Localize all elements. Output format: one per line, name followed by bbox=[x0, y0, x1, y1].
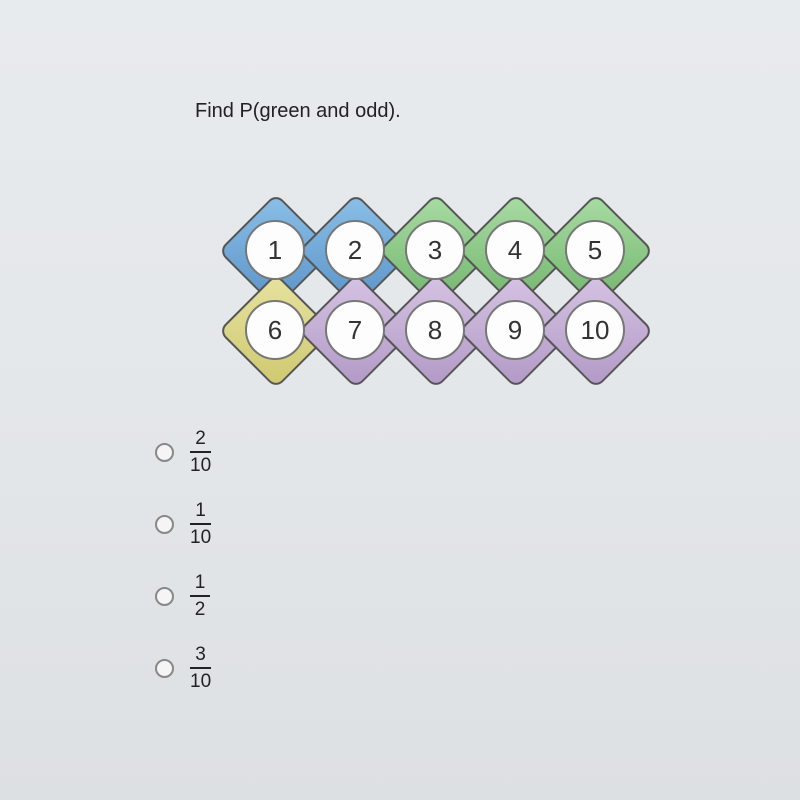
answer-option[interactable]: 310 bbox=[155, 646, 211, 690]
card-number: 4 bbox=[485, 220, 545, 280]
fraction-numerator: 2 bbox=[195, 429, 206, 450]
fraction: 12 bbox=[190, 573, 210, 619]
card-number: 2 bbox=[325, 220, 385, 280]
fraction-denominator: 10 bbox=[190, 454, 211, 475]
fraction-denominator: 10 bbox=[190, 526, 211, 547]
fraction-bar bbox=[190, 523, 211, 525]
fraction-numerator: 1 bbox=[195, 573, 206, 594]
radio-icon[interactable] bbox=[155, 659, 174, 678]
answer-options: 21011012310 bbox=[155, 430, 211, 718]
fraction-bar bbox=[190, 595, 210, 597]
card-number: 10 bbox=[565, 300, 625, 360]
card-number: 6 bbox=[245, 300, 305, 360]
fraction: 210 bbox=[190, 429, 211, 475]
card-number: 7 bbox=[325, 300, 385, 360]
card-number: 1 bbox=[245, 220, 305, 280]
fraction-denominator: 10 bbox=[190, 670, 211, 691]
answer-option[interactable]: 210 bbox=[155, 430, 211, 474]
fraction-numerator: 3 bbox=[195, 645, 206, 666]
radio-icon[interactable] bbox=[155, 443, 174, 462]
card-number: 3 bbox=[405, 220, 465, 280]
radio-icon[interactable] bbox=[155, 515, 174, 534]
card-number: 9 bbox=[485, 300, 545, 360]
fraction: 310 bbox=[190, 645, 211, 691]
fraction-numerator: 1 bbox=[195, 501, 206, 522]
answer-option[interactable]: 110 bbox=[155, 502, 211, 546]
card-number: 5 bbox=[565, 220, 625, 280]
radio-icon[interactable] bbox=[155, 587, 174, 606]
card-number: 8 bbox=[405, 300, 465, 360]
fraction: 110 bbox=[190, 501, 211, 547]
fraction-denominator: 2 bbox=[195, 598, 206, 619]
answer-option[interactable]: 12 bbox=[155, 574, 211, 618]
cards-container: 12345 6789 10 bbox=[215, 190, 635, 390]
question-text: Find P(green and odd). bbox=[195, 100, 401, 123]
fraction-bar bbox=[190, 451, 211, 453]
fraction-bar bbox=[190, 667, 211, 669]
